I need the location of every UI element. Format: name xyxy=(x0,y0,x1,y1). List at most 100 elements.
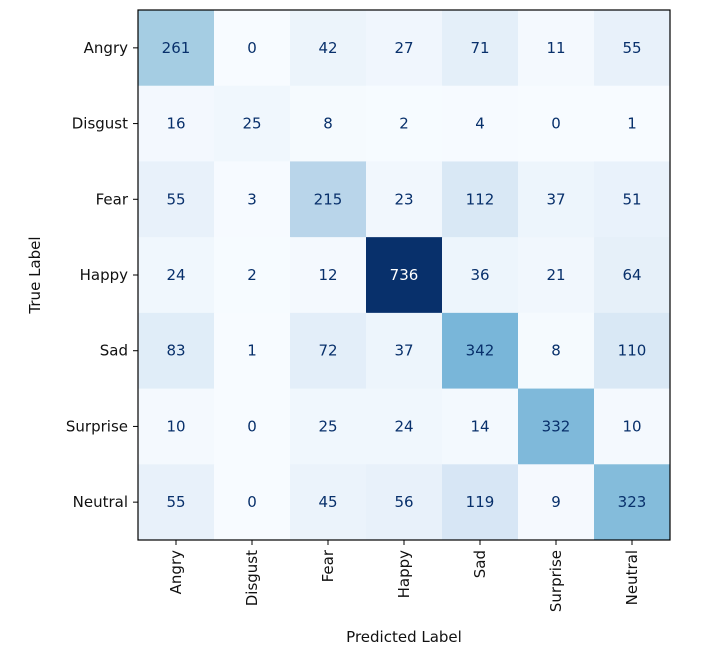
cell-value-label: 21 xyxy=(546,266,565,284)
cell-value-label: 25 xyxy=(318,417,337,435)
cell-value-label: 64 xyxy=(622,266,641,284)
x-axis-title: Predicted Label xyxy=(346,628,462,646)
heatmap-cell xyxy=(594,161,671,238)
heatmap-cell xyxy=(290,85,367,162)
cell-value-label: 71 xyxy=(470,39,489,57)
cell-value-label: 37 xyxy=(394,342,413,360)
x-tick-label: Angry xyxy=(167,550,185,594)
heatmap-cell xyxy=(366,464,443,541)
heatmap-cell xyxy=(594,85,671,162)
cell-value-label: 11 xyxy=(546,39,565,57)
cell-value-label: 10 xyxy=(166,417,185,435)
cell-value-label: 24 xyxy=(166,266,185,284)
cell-value-label: 16 xyxy=(166,115,185,133)
heatmap-cell xyxy=(518,312,595,390)
y-tick-label: Happy xyxy=(80,266,129,284)
y-axis-title: True Label xyxy=(26,236,44,314)
heatmap-cell xyxy=(366,161,443,238)
heatmap-cell xyxy=(442,388,519,465)
heatmap-cell xyxy=(366,312,443,390)
heatmap-cell xyxy=(214,388,291,465)
heatmap-cell xyxy=(138,312,215,390)
cell-value-label: 36 xyxy=(470,266,489,284)
cell-value-label: 323 xyxy=(618,493,647,511)
x-tick-label: Fear xyxy=(319,549,337,582)
heatmap-cell xyxy=(138,161,215,238)
cell-value-label: 55 xyxy=(622,39,641,57)
cell-value-label: 9 xyxy=(551,493,561,511)
cell-value-label: 110 xyxy=(618,342,647,360)
cell-value-label: 0 xyxy=(247,39,257,57)
heatmap-cell xyxy=(518,10,595,87)
heatmap-cell xyxy=(138,85,215,162)
cell-value-label: 25 xyxy=(242,115,261,133)
cell-value-label: 1 xyxy=(627,115,637,133)
heatmap-cell xyxy=(442,10,519,87)
y-tick-label: Disgust xyxy=(72,115,128,133)
cell-value-label: 261 xyxy=(162,39,191,57)
x-tick-label: Happy xyxy=(395,550,413,599)
heatmap-cell xyxy=(518,161,595,238)
cell-value-label: 2 xyxy=(399,115,409,133)
heatmap-cell xyxy=(442,312,519,390)
heatmap-cell xyxy=(214,10,291,87)
heatmap-cell xyxy=(214,464,291,541)
cell-value-label: 27 xyxy=(394,39,413,57)
heatmap-cell xyxy=(518,237,595,314)
cell-value-label: 0 xyxy=(247,493,257,511)
cell-value-label: 8 xyxy=(323,115,333,133)
cell-value-label: 51 xyxy=(622,190,641,208)
heatmap-cell xyxy=(138,237,215,314)
cell-value-label: 1 xyxy=(247,342,257,360)
cell-value-label: 0 xyxy=(551,115,561,133)
heatmap-cell xyxy=(290,464,367,541)
cell-value-label: 332 xyxy=(542,417,571,435)
heatmap-cell xyxy=(594,10,671,87)
heatmap-cell xyxy=(442,161,519,238)
y-tick-label: Sad xyxy=(100,342,128,360)
heatmap-cell xyxy=(214,312,291,390)
heatmap-cell xyxy=(290,312,367,390)
cell-value-label: 8 xyxy=(551,342,561,360)
cell-value-label: 3 xyxy=(247,190,257,208)
heatmap-cell xyxy=(366,237,443,314)
heatmap-cell xyxy=(138,464,215,541)
axis-ticks: Angry Disgust Fear Happy Sad Surprise Neutral A… xyxy=(66,39,641,612)
heatmap-cell xyxy=(442,237,519,314)
heatmap-cell xyxy=(214,161,291,238)
cell-value-label: 0 xyxy=(247,417,257,435)
heatmap-cell xyxy=(442,464,519,541)
cell-value-label: 37 xyxy=(546,190,565,208)
cell-value-label: 2 xyxy=(247,266,257,284)
heatmap-cell xyxy=(290,161,367,238)
y-tick-label: Angry xyxy=(84,39,128,57)
cell-value-label: 55 xyxy=(166,493,185,511)
heatmap-cell xyxy=(594,312,671,390)
heatmap-cell xyxy=(518,464,595,541)
cell-value-label: 215 xyxy=(314,190,343,208)
cell-value-label: 10 xyxy=(622,417,641,435)
heatmap-cell xyxy=(594,237,671,314)
heatmap-cell xyxy=(138,10,215,87)
y-tick-label: Neutral xyxy=(73,493,128,511)
x-tick-label: Neutral xyxy=(623,550,641,605)
cell-value-label: 342 xyxy=(466,342,495,360)
heatmap-cell xyxy=(214,85,291,162)
cell-value-label: 119 xyxy=(466,493,495,511)
cell-value-label: 55 xyxy=(166,190,185,208)
cell-value-label: 112 xyxy=(466,190,495,208)
heatmap-cell xyxy=(442,85,519,162)
heatmap-cell xyxy=(138,388,215,465)
cell-value-label: 24 xyxy=(394,417,413,435)
cell-value-label: 83 xyxy=(166,342,185,360)
heatmap-cell xyxy=(518,85,595,162)
cell-value-label: 736 xyxy=(390,266,419,284)
heatmap-cell xyxy=(366,85,443,162)
heatmap-cell xyxy=(290,388,367,465)
cell-value-label: 42 xyxy=(318,39,337,57)
heatmap-cell xyxy=(594,464,671,541)
cell-value-label: 14 xyxy=(470,417,489,435)
x-tick-label: Disgust xyxy=(243,550,261,606)
